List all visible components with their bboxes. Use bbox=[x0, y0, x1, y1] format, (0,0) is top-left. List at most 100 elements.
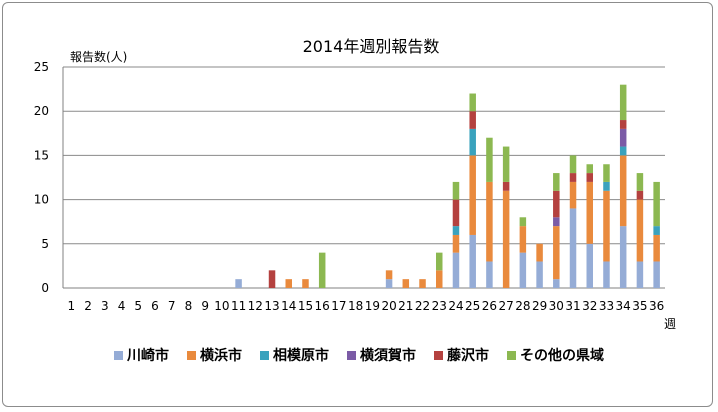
legend-label: 相模原市 bbox=[273, 348, 329, 364]
bar-segment bbox=[553, 190, 560, 218]
chart-title: 2014年週別報告数 bbox=[303, 37, 440, 56]
bar-segment bbox=[436, 252, 443, 271]
x-tick-label: 27 bbox=[498, 299, 513, 313]
x-tick-label: 15 bbox=[298, 299, 313, 313]
bar-segment bbox=[603, 261, 610, 288]
bar-segment bbox=[603, 181, 610, 191]
legend-swatch bbox=[187, 351, 196, 360]
x-tick-label: 32 bbox=[582, 299, 597, 313]
bar-segment bbox=[285, 279, 292, 288]
legend-label: その他の県域 bbox=[520, 348, 604, 364]
bar-segment bbox=[619, 120, 627, 129]
bar-segment bbox=[502, 181, 510, 191]
bar-segment bbox=[553, 226, 560, 280]
bar-segment bbox=[302, 279, 309, 288]
bar-segment bbox=[586, 243, 593, 288]
chart-frame bbox=[2, 2, 713, 407]
bar-segment bbox=[385, 279, 393, 288]
x-tick-label: 35 bbox=[632, 299, 647, 313]
bar-segment bbox=[519, 217, 527, 227]
bar-segment bbox=[553, 173, 560, 191]
x-tick-label: 13 bbox=[264, 299, 279, 313]
bar-segment bbox=[419, 279, 426, 288]
x-tick-label: 16 bbox=[315, 299, 330, 313]
bar-segment bbox=[469, 155, 476, 235]
bar-segment bbox=[636, 199, 644, 262]
x-tick-label: 30 bbox=[549, 299, 564, 313]
bar-segment bbox=[536, 261, 543, 288]
x-tick-label: 14 bbox=[281, 299, 296, 313]
bar-segment bbox=[235, 279, 242, 288]
bar-segment bbox=[536, 243, 543, 262]
bar-segment bbox=[636, 173, 644, 191]
x-tick-label: 4 bbox=[118, 299, 126, 313]
bar-segment bbox=[519, 252, 527, 288]
legend-swatch bbox=[347, 351, 356, 360]
x-tick-label: 10 bbox=[214, 299, 229, 313]
y-tick-label: 15 bbox=[34, 148, 49, 162]
bar-segment bbox=[452, 226, 460, 235]
legend-label: 川崎市 bbox=[127, 348, 169, 364]
legend-swatch bbox=[114, 351, 123, 360]
x-tick-label: 28 bbox=[515, 299, 530, 313]
x-tick-label: 36 bbox=[649, 299, 664, 313]
bar-segment bbox=[486, 261, 493, 288]
bar-segment bbox=[586, 181, 593, 244]
bar-segment bbox=[502, 190, 510, 288]
x-tick-label: 5 bbox=[134, 299, 142, 313]
bar-segment bbox=[586, 173, 593, 182]
x-tick-label: 12 bbox=[248, 299, 263, 313]
legend-item: 藤沢市 bbox=[434, 345, 489, 365]
x-tick-label: 17 bbox=[331, 299, 346, 313]
bar-segment bbox=[553, 279, 560, 288]
bar-segment bbox=[452, 181, 460, 200]
x-tick-label: 6 bbox=[151, 299, 159, 313]
y-tick-label: 20 bbox=[34, 104, 49, 118]
bar-segment bbox=[619, 226, 627, 288]
bar-segment bbox=[452, 252, 460, 288]
bar-segment bbox=[619, 128, 627, 147]
bar-segment bbox=[603, 190, 610, 262]
legend-label: 横須賀市 bbox=[360, 348, 416, 364]
bar-segment bbox=[469, 111, 476, 129]
bar-segment bbox=[452, 234, 460, 253]
legend-item: 相模原市 bbox=[260, 345, 329, 365]
legend-label: 横浜市 bbox=[200, 348, 242, 364]
x-tick-label: 33 bbox=[599, 299, 614, 313]
bar-segment bbox=[636, 190, 644, 200]
x-tick-label: 21 bbox=[398, 299, 413, 313]
bar-segment bbox=[385, 270, 393, 280]
legend-label: 藤沢市 bbox=[447, 348, 489, 364]
x-axis-label: 週 bbox=[664, 317, 676, 331]
bar-segment bbox=[653, 234, 660, 262]
bar-segment bbox=[569, 173, 577, 182]
x-tick-label: 20 bbox=[381, 299, 396, 313]
x-tick-label: 26 bbox=[482, 299, 497, 313]
legend-item: 川崎市 bbox=[114, 345, 169, 365]
y-tick-label: 5 bbox=[41, 237, 49, 251]
bar-segment bbox=[469, 234, 476, 288]
bar-segment bbox=[653, 226, 660, 235]
legend-swatch bbox=[434, 351, 443, 360]
x-tick-label: 34 bbox=[616, 299, 631, 313]
bar-segment bbox=[486, 137, 493, 182]
x-tick-label: 24 bbox=[448, 299, 463, 313]
legend-swatch bbox=[507, 351, 516, 360]
y-tick-label: 0 bbox=[41, 281, 49, 295]
legend-item: 横浜市 bbox=[187, 345, 242, 365]
bar-segment bbox=[569, 208, 577, 288]
y-tick-label: 10 bbox=[34, 193, 49, 207]
x-tick-label: 19 bbox=[365, 299, 380, 313]
bar-segment bbox=[452, 199, 460, 227]
bar-segment bbox=[469, 93, 476, 112]
bar-segment bbox=[569, 155, 577, 174]
legend-item: その他の県域 bbox=[507, 345, 604, 365]
legend-item: 横須賀市 bbox=[347, 345, 416, 365]
bar-segment bbox=[502, 146, 510, 182]
bar-segment bbox=[436, 270, 443, 288]
x-tick-label: 3 bbox=[101, 299, 109, 313]
bar-segment bbox=[318, 252, 326, 288]
x-tick-label: 31 bbox=[565, 299, 580, 313]
bar-segment bbox=[603, 164, 610, 182]
bar-segment bbox=[519, 226, 527, 253]
